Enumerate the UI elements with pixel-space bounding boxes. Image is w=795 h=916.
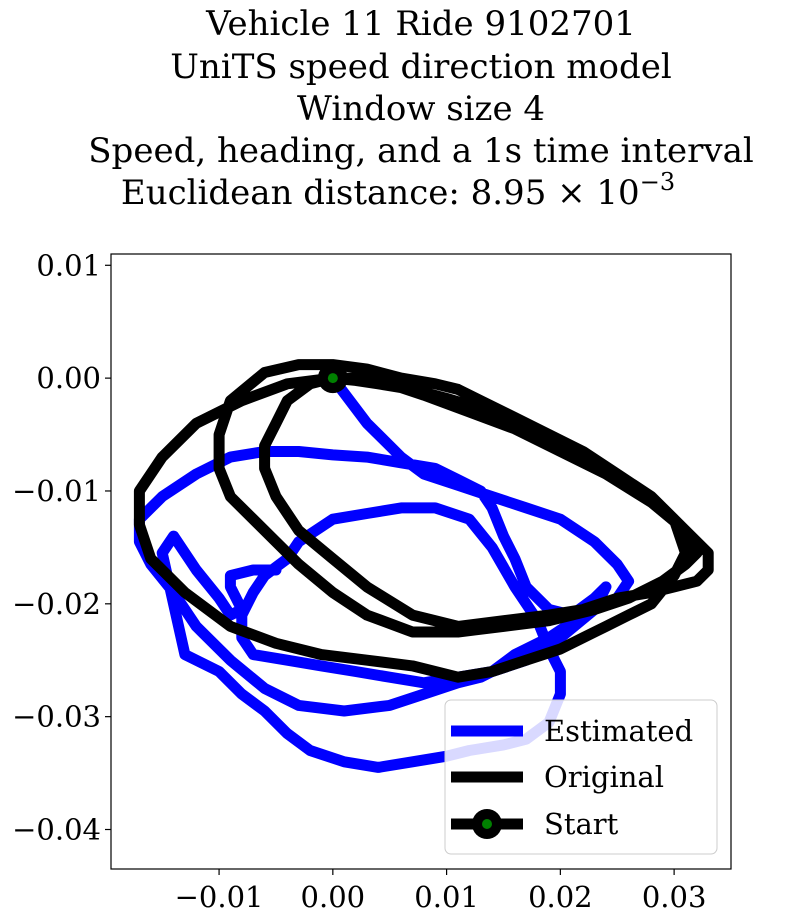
y-tick-label: −0.04 bbox=[12, 813, 101, 847]
title-line-3: Window size 4 bbox=[297, 89, 545, 129]
x-tick-label: 0.01 bbox=[414, 880, 479, 914]
legend-start-label: Start bbox=[544, 807, 619, 841]
y-tick-label: 0.00 bbox=[36, 361, 101, 395]
y-axis: 0.01 0.00 −0.01 −0.02 −0.03 −0.04 bbox=[12, 248, 111, 847]
x-tick-label: 0.03 bbox=[642, 880, 707, 914]
title-line-5: Euclidean distance: 8.95 × 10−3 bbox=[121, 168, 675, 213]
start-point-marker-center bbox=[327, 373, 338, 384]
title-distance-text: Euclidean distance: 8.95 × 10 bbox=[121, 173, 640, 213]
y-tick-label: 0.01 bbox=[36, 248, 101, 282]
y-tick-label: −0.03 bbox=[12, 700, 101, 734]
legend-estimated-label: Estimated bbox=[544, 714, 693, 748]
series-original-line bbox=[133, 359, 714, 683]
title-line-4: Speed, heading, and a 1s time interval bbox=[88, 131, 753, 171]
legend-original-label: Original bbox=[544, 760, 664, 794]
chart-title: Vehicle 11 Ride 9102701 UniTS speed dire… bbox=[88, 4, 753, 213]
legend-box bbox=[444, 699, 718, 855]
x-tick-label: 0.02 bbox=[528, 880, 593, 914]
y-tick-label: −0.02 bbox=[12, 587, 101, 621]
x-tick-label: −0.01 bbox=[175, 880, 264, 914]
title-distance-exponent: −3 bbox=[640, 168, 675, 196]
y-tick-label: −0.01 bbox=[12, 474, 101, 508]
title-line-2: UniTS speed direction model bbox=[170, 47, 671, 87]
legend: Estimated Original Start bbox=[444, 699, 718, 855]
legend-start-marker-center bbox=[482, 819, 492, 829]
plot-frame bbox=[110, 253, 732, 870]
title-line-1: Vehicle 11 Ride 9102701 bbox=[205, 4, 636, 44]
x-axis: −0.01 0.00 0.01 0.02 0.03 bbox=[175, 869, 707, 914]
series-layer bbox=[133, 359, 714, 773]
x-tick-label: 0.00 bbox=[301, 880, 366, 914]
